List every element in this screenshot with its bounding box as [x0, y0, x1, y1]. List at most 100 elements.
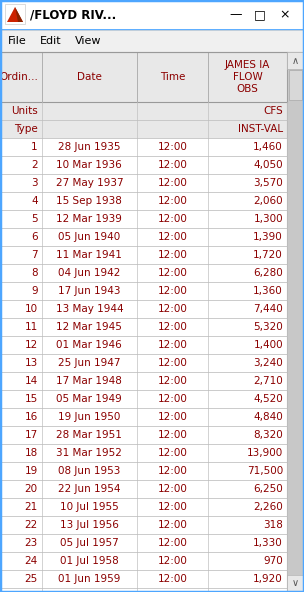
Text: 10 Mar 1936: 10 Mar 1936: [57, 160, 122, 170]
Bar: [289, 70, 302, 100]
Text: 19: 19: [25, 466, 38, 476]
Text: 10: 10: [25, 304, 38, 314]
Text: 13: 13: [25, 358, 38, 368]
Text: 22 Jun 1954: 22 Jun 1954: [58, 484, 121, 494]
Text: Date: Date: [77, 72, 102, 82]
Text: File: File: [8, 36, 27, 46]
Bar: [0, 228, 287, 246]
Text: 18: 18: [25, 448, 38, 458]
Text: ∨: ∨: [292, 578, 299, 588]
Text: 3: 3: [31, 178, 38, 188]
Text: 1,360: 1,360: [253, 286, 283, 296]
Text: 12 Mar 1945: 12 Mar 1945: [57, 322, 122, 332]
Text: 12:00: 12:00: [157, 448, 188, 458]
Text: 12:00: 12:00: [157, 466, 188, 476]
Text: 7,440: 7,440: [253, 304, 283, 314]
Polygon shape: [15, 7, 23, 22]
Text: 4,840: 4,840: [253, 412, 283, 422]
Text: 12:00: 12:00: [157, 358, 188, 368]
Bar: [0, 0, 304, 30]
Bar: [0, 120, 287, 138]
Text: 01 Jun 1959: 01 Jun 1959: [58, 574, 120, 584]
Bar: [0, 30, 304, 52]
Text: 3,570: 3,570: [253, 178, 283, 188]
Text: 16: 16: [25, 412, 38, 422]
Text: 17: 17: [25, 430, 38, 440]
Text: 2,060: 2,060: [253, 196, 283, 206]
Text: 12:00: 12:00: [157, 160, 188, 170]
Polygon shape: [7, 7, 23, 22]
Text: 5,320: 5,320: [253, 322, 283, 332]
Text: 15: 15: [25, 394, 38, 404]
Text: 31 Mar 1952: 31 Mar 1952: [57, 448, 122, 458]
Bar: [0, 336, 287, 354]
Bar: [0, 174, 287, 192]
Text: 9: 9: [31, 286, 38, 296]
Bar: [0, 300, 287, 318]
Bar: [288, 69, 303, 575]
Text: 12:00: 12:00: [157, 232, 188, 242]
Text: View: View: [75, 36, 102, 46]
Bar: [0, 498, 287, 516]
Text: 12:00: 12:00: [157, 574, 188, 584]
Bar: [0, 372, 287, 390]
Text: 12:00: 12:00: [157, 250, 188, 260]
Text: 1,720: 1,720: [253, 250, 283, 260]
Text: 25 Jun 1947: 25 Jun 1947: [58, 358, 121, 368]
Text: 12:00: 12:00: [157, 502, 188, 512]
Text: 12:00: 12:00: [157, 376, 188, 386]
Text: 28 Mar 1951: 28 Mar 1951: [57, 430, 122, 440]
Text: 11 Mar 1941: 11 Mar 1941: [57, 250, 122, 260]
Bar: [0, 426, 287, 444]
Text: 12:00: 12:00: [157, 340, 188, 350]
Text: Edit: Edit: [40, 36, 62, 46]
Text: JAMES IA
FLOW
OBS: JAMES IA FLOW OBS: [225, 60, 270, 94]
Text: 12:00: 12:00: [157, 304, 188, 314]
Text: 970: 970: [263, 556, 283, 566]
Text: 12 Mar 1939: 12 Mar 1939: [57, 214, 122, 224]
Bar: [0, 444, 287, 462]
Bar: [0, 354, 287, 372]
Bar: [287, 575, 304, 592]
Text: 4,050: 4,050: [253, 160, 283, 170]
Text: □: □: [254, 8, 266, 21]
Text: —: —: [229, 8, 241, 21]
Text: 12:00: 12:00: [157, 142, 188, 152]
Text: 05 Jun 1940: 05 Jun 1940: [58, 232, 120, 242]
Bar: [0, 480, 287, 498]
Text: 1,460: 1,460: [253, 142, 283, 152]
Text: 01 Mar 1946: 01 Mar 1946: [57, 340, 122, 350]
Text: 28 Jun 1935: 28 Jun 1935: [58, 142, 121, 152]
Bar: [0, 408, 287, 426]
Text: 12:00: 12:00: [157, 430, 188, 440]
Bar: [5, 4, 25, 24]
Bar: [0, 52, 287, 102]
Text: ∧: ∧: [292, 56, 299, 66]
Text: 12: 12: [25, 340, 38, 350]
Text: Type: Type: [14, 124, 38, 134]
Text: 24: 24: [25, 556, 38, 566]
Text: 12:00: 12:00: [157, 178, 188, 188]
Text: 8: 8: [31, 268, 38, 278]
Text: 10 Jul 1955: 10 Jul 1955: [60, 502, 119, 512]
Text: 1,330: 1,330: [253, 538, 283, 548]
Text: 20: 20: [25, 484, 38, 494]
Text: 3,240: 3,240: [253, 358, 283, 368]
Text: 14: 14: [25, 376, 38, 386]
Text: 12:00: 12:00: [157, 394, 188, 404]
Text: 12:00: 12:00: [157, 412, 188, 422]
Text: 12:00: 12:00: [157, 538, 188, 548]
Text: 04 Jun 1942: 04 Jun 1942: [58, 268, 120, 278]
Text: 1,400: 1,400: [253, 340, 283, 350]
Text: 12:00: 12:00: [157, 214, 188, 224]
Text: 12:00: 12:00: [157, 286, 188, 296]
Text: 4,520: 4,520: [253, 394, 283, 404]
Text: 12:00: 12:00: [157, 520, 188, 530]
Text: 12:00: 12:00: [157, 556, 188, 566]
Bar: [0, 570, 287, 588]
Bar: [0, 156, 287, 174]
Bar: [0, 534, 287, 552]
Bar: [0, 282, 287, 300]
Text: 1,300: 1,300: [253, 214, 283, 224]
Text: 6: 6: [31, 232, 38, 242]
